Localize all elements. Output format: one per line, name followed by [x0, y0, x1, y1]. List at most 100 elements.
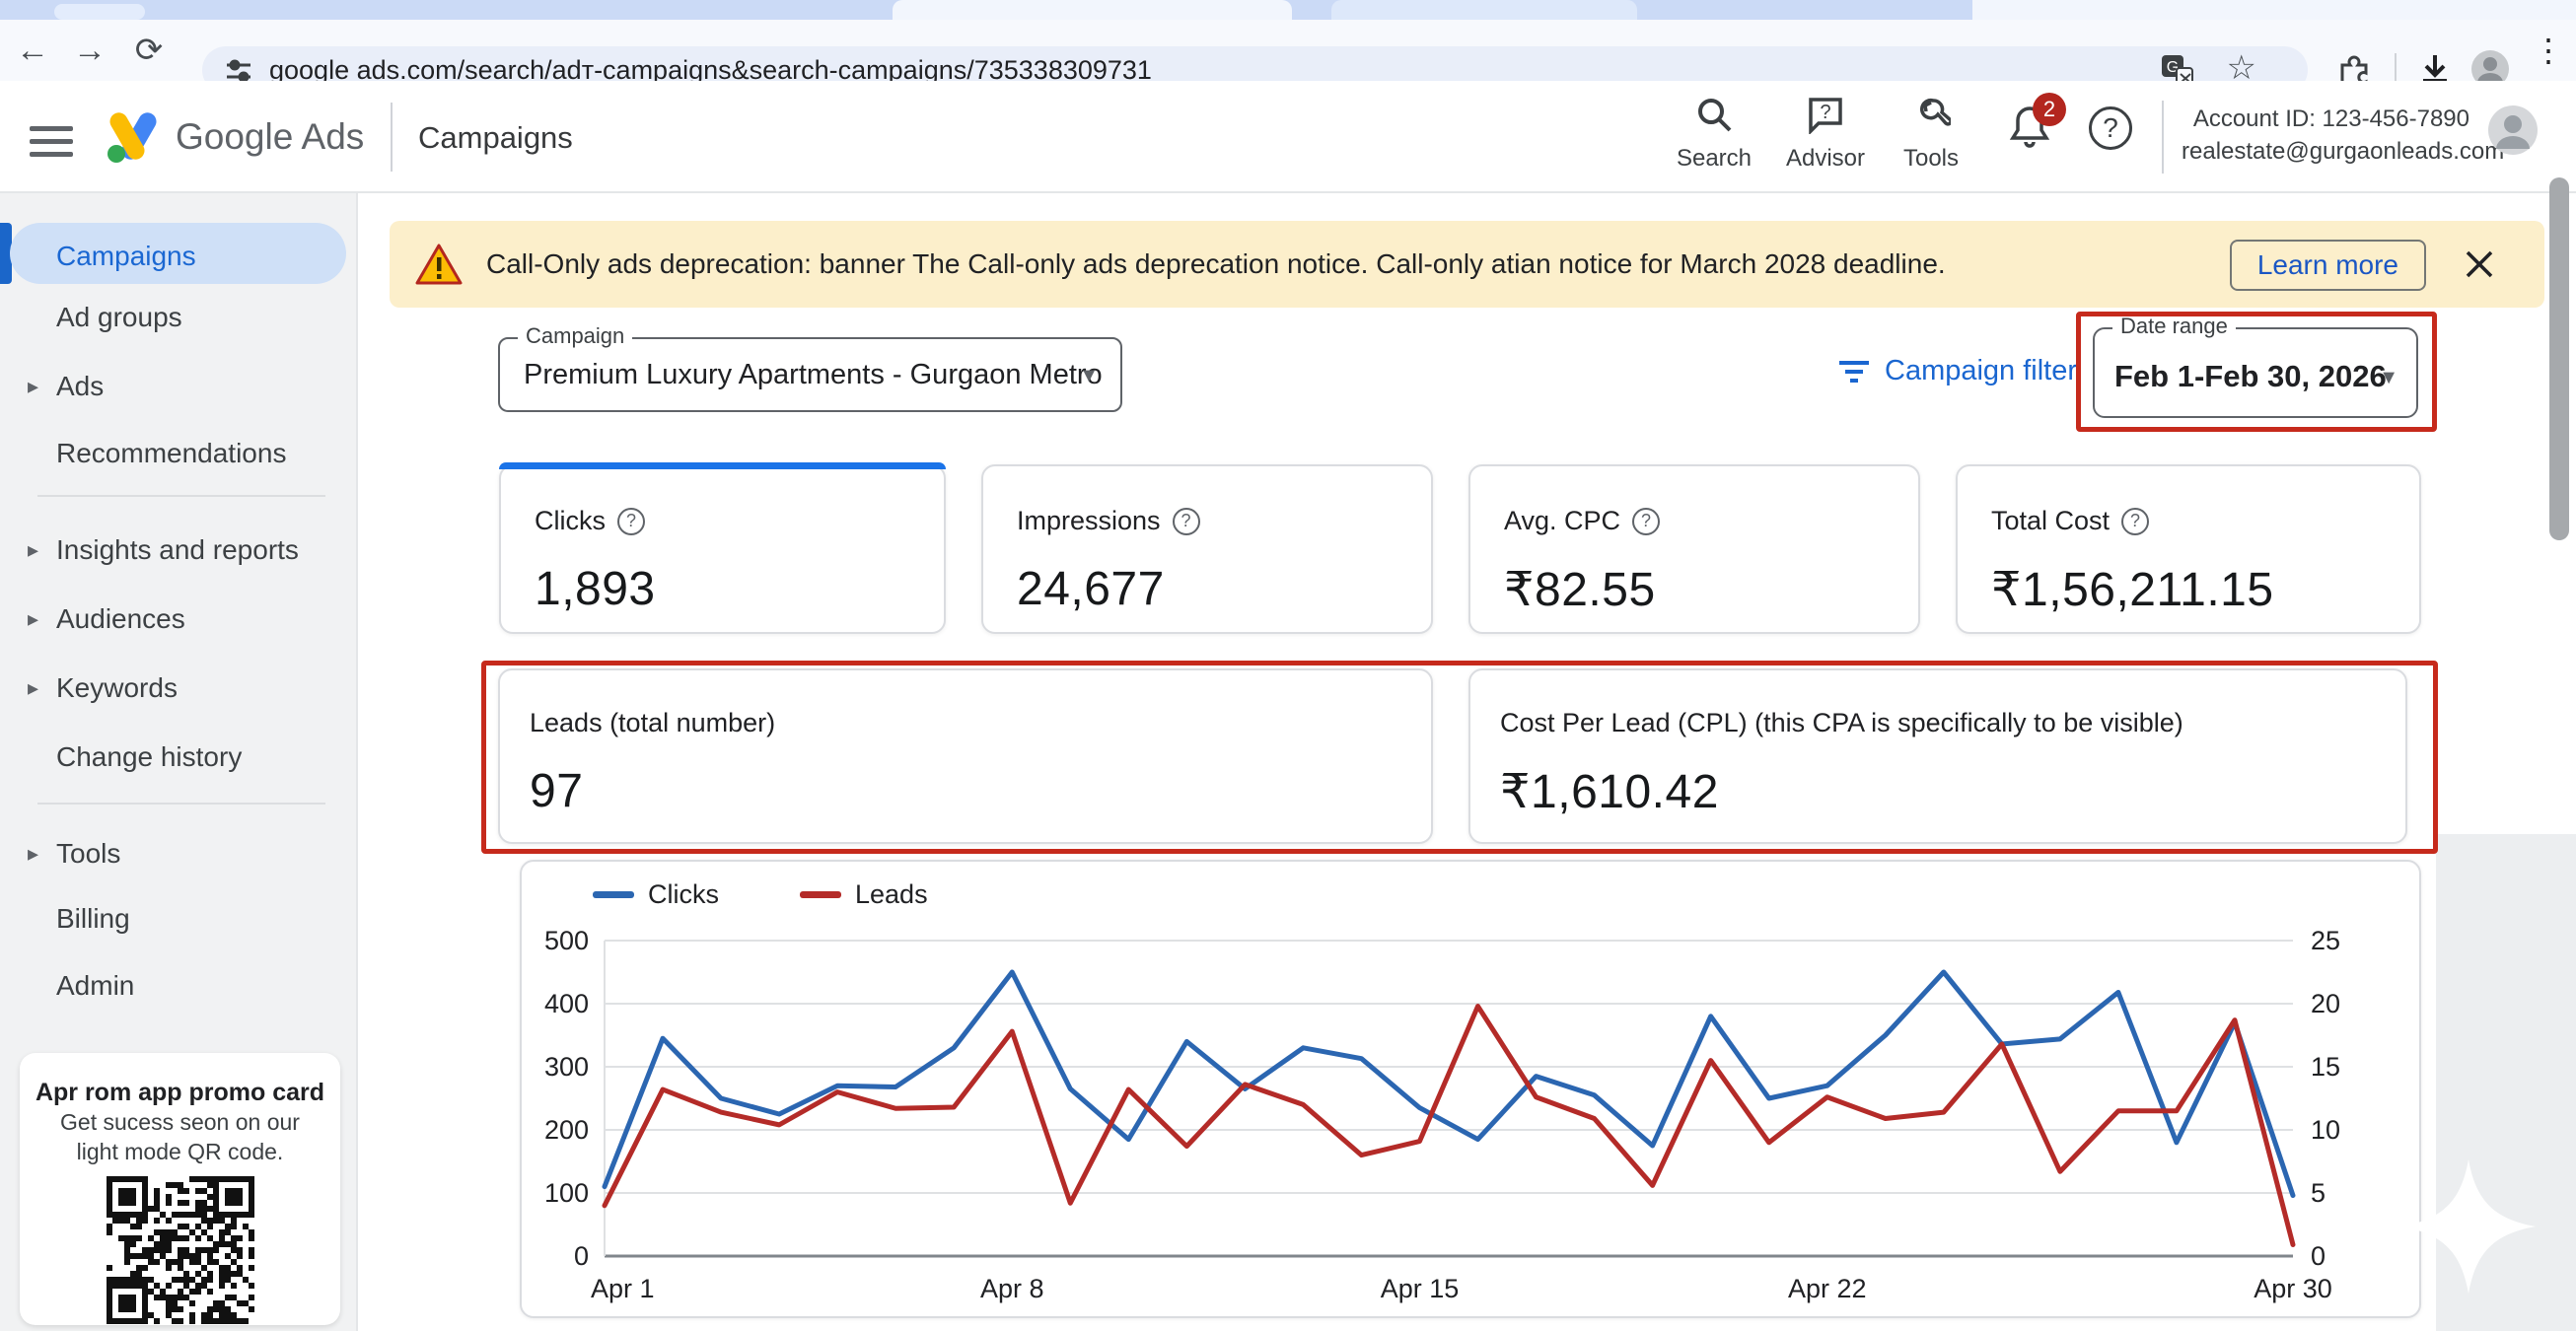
chevron-down-icon: ▼ [1079, 365, 1099, 387]
sidebar-nav: Campaigns Ad groups ▸Ads Recommendations… [0, 193, 358, 1331]
promo-line2: light mode QR code. [20, 1137, 340, 1166]
tab-shape [1972, 0, 2576, 20]
promo-line1: Get sucess seon on our [20, 1107, 340, 1137]
qr-code [107, 1176, 254, 1324]
active-tab[interactable] [893, 0, 1292, 20]
sidebar-item-campaigns[interactable]: Campaigns [0, 229, 358, 284]
legend-label-leads[interactable]: Leads [855, 879, 928, 910]
svg-text:400: 400 [544, 989, 589, 1018]
header-tools-button[interactable]: Tools [1877, 95, 1985, 173]
svg-text:Apr 8: Apr 8 [980, 1274, 1044, 1303]
google-ads-logo [103, 106, 164, 173]
svg-text:100: 100 [544, 1178, 589, 1208]
sidebar-divider [37, 803, 325, 805]
metric-label: Clicks [535, 506, 606, 536]
chevron-right-icon: ▸ [28, 675, 38, 701]
svg-text:500: 500 [544, 926, 589, 955]
notifications-bell-button[interactable]: 2 [2007, 103, 2052, 157]
metric-value: ₹82.55 [1504, 562, 1918, 617]
header-search-button[interactable]: Search [1660, 95, 1768, 173]
metric-card-total-cost[interactable]: Total Cost? ₹1,56,211.15 [1956, 464, 2421, 634]
svg-text:200: 200 [544, 1115, 589, 1145]
metric-card-leads[interactable]: Leads (total number) 97 [498, 668, 1433, 844]
learn-more-button[interactable]: Learn more [2230, 240, 2426, 291]
sidebar-item-insights-and-reports[interactable]: ▸Insights and reports [0, 523, 358, 578]
tab-shape[interactable] [1331, 0, 1637, 20]
app-header: Google Ads Campaigns Search ? Advisor To… [0, 81, 2576, 193]
account-email: realestate@gurgaonleads.com [2182, 135, 2469, 168]
svg-text:300: 300 [544, 1052, 589, 1082]
forward-button[interactable]: → [65, 20, 114, 81]
date-range-label: Date range [2112, 314, 2236, 339]
sidebar-item-label: Campaigns [56, 241, 196, 272]
metric-label: Avg. CPC [1504, 506, 1620, 536]
reload-button[interactable]: ⟳ [124, 20, 174, 81]
vertical-scrollbar-thumb[interactable] [2549, 177, 2569, 540]
page-title: Campaigns [418, 120, 573, 156]
date-range-selector[interactable]: Date range Feb 1-Feb 30, 2026 ▼ [2093, 327, 2418, 418]
deprecation-banner: Call-Only ads deprecation: banner The Ca… [390, 221, 2544, 308]
gemini-sparkle-icon [2401, 1159, 2536, 1298]
help-circle-icon[interactable]: ? [2121, 508, 2149, 535]
banner-close-icon[interactable] [2462, 246, 2497, 282]
legend-swatch-clicks [593, 891, 634, 898]
advisor-icon: ? [1806, 95, 1845, 134]
performance-chart-card: Clicks Leads 50025400203001520010100500A… [520, 860, 2421, 1318]
browser-menu-kebab-icon[interactable]: ⋮ [2533, 20, 2564, 81]
notification-count-badge: 2 [2033, 93, 2066, 126]
metric-card-avg-cpc[interactable]: Avg. CPC? ₹82.55 [1468, 464, 1920, 634]
metric-label: Cost Per Lead (CPL) (this CPA is specifi… [1500, 708, 2183, 738]
help-button[interactable]: ? [2089, 106, 2132, 150]
line-chart[interactable]: 50025400203001520010100500Apr 1Apr 8Apr … [518, 923, 2421, 1317]
main-content: Call-Only ads deprecation: banner The Ca… [360, 193, 2576, 1331]
chevron-down-icon: ▼ [2379, 367, 2398, 389]
sidebar-item-billing[interactable]: Billing [0, 891, 358, 946]
product-name[interactable]: Google Ads [176, 116, 364, 158]
metric-value: 24,677 [1017, 562, 1431, 616]
campaign-filter-button[interactable]: Campaign filter [1837, 355, 2077, 387]
help-circle-icon[interactable]: ? [1632, 508, 1660, 535]
sidebar-item-admin[interactable]: Admin [0, 958, 358, 1014]
svg-text:10: 10 [2311, 1115, 2340, 1145]
warning-icon [415, 243, 463, 286]
header-advisor-button[interactable]: ? Advisor [1771, 95, 1880, 173]
main-menu-button[interactable] [30, 118, 73, 165]
metric-card-cost-per-lead[interactable]: Cost Per Lead (CPL) (this CPA is specifi… [1468, 668, 2407, 844]
sidebar-item-change-history[interactable]: Change history [0, 730, 358, 785]
search-icon [1694, 95, 1734, 134]
sidebar-item-ads[interactable]: ▸Ads [0, 359, 358, 414]
campaign-selector[interactable]: Campaign Premium Luxury Apartments - Gur… [498, 337, 1122, 412]
sidebar-item-keywords[interactable]: ▸Keywords [0, 661, 358, 716]
browser-tab-strip [0, 0, 2576, 20]
header-divider-2 [2162, 101, 2164, 174]
promo-title: Apr rom app promo card [20, 1079, 340, 1107]
campaign-selector-value: Premium Luxury Apartments - Gurgaon Metr… [524, 359, 1103, 391]
metric-value: 1,893 [535, 562, 944, 616]
sidebar-item-audiences[interactable]: ▸Audiences [0, 592, 358, 647]
campaign-selector-label: Campaign [518, 323, 632, 349]
header-tools-label: Tools [1877, 145, 1985, 173]
help-circle-icon[interactable]: ? [1173, 508, 1200, 535]
sidebar-item-tools[interactable]: ▸Tools [0, 826, 358, 881]
sidebar-item-recommendations[interactable]: Recommendations [0, 426, 358, 481]
svg-text:25: 25 [2311, 926, 2340, 955]
metric-label: Total Cost [1991, 506, 2110, 536]
selected-metric-indicator [499, 462, 946, 469]
account-info: Account ID: 123-456-7890 realestate@gurg… [2182, 103, 2469, 168]
sidebar-item-ad-groups[interactable]: Ad groups [0, 290, 358, 345]
back-button[interactable]: ← [8, 20, 57, 81]
app-promo-card: Apr rom app promo card Get sucess seon o… [20, 1053, 340, 1325]
svg-text:Apr 22: Apr 22 [1788, 1274, 1867, 1303]
metric-label: Impressions [1017, 506, 1161, 536]
filter-icon [1837, 358, 1871, 385]
banner-message: Call-Only ads deprecation: banner The Ca… [486, 248, 1946, 280]
chevron-right-icon: ▸ [28, 537, 38, 563]
help-circle-icon[interactable]: ? [617, 508, 645, 535]
metric-card-impressions[interactable]: Impressions? 24,677 [981, 464, 1433, 634]
legend-label-clicks[interactable]: Clicks [648, 879, 719, 910]
svg-text:Apr 1: Apr 1 [591, 1274, 655, 1303]
tab-shape[interactable] [54, 4, 145, 20]
account-avatar[interactable] [2487, 105, 2539, 161]
svg-text:0: 0 [2311, 1241, 2326, 1271]
metric-card-clicks[interactable]: Clicks? 1,893 [499, 464, 946, 634]
